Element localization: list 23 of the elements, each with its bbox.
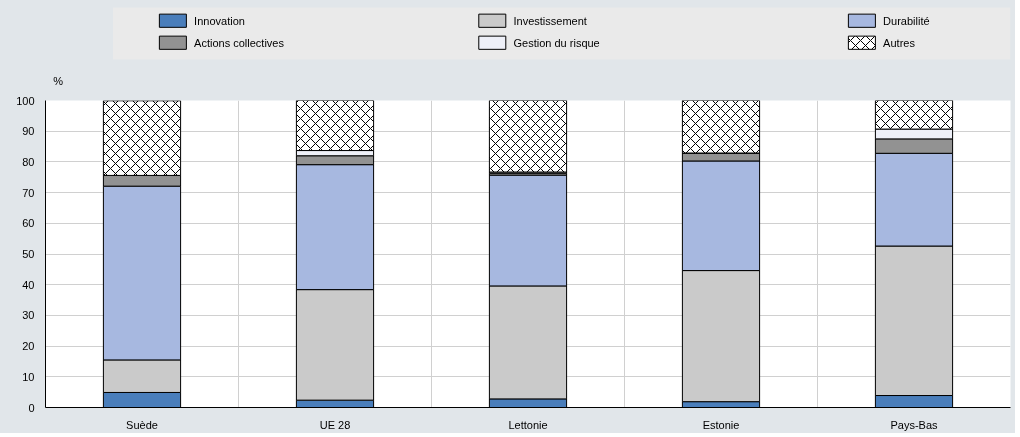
x-tick-label: Estonie xyxy=(702,418,740,431)
y-tick-label: 10 xyxy=(22,370,35,383)
y-tick-label: 60 xyxy=(22,217,35,230)
x-tick-label: Pays-Bas xyxy=(890,418,939,431)
y-axis-title: % xyxy=(53,74,64,87)
y-tick-label: 20 xyxy=(22,340,35,353)
legend-label: Autres xyxy=(883,36,916,49)
y-tick-label: 50 xyxy=(22,248,35,260)
y-tick-label: 30 xyxy=(22,309,35,322)
legend-label: Actions collectives xyxy=(194,36,285,49)
legend-label: Gestion du risque xyxy=(513,36,600,49)
legend-label: Investissement xyxy=(513,14,587,27)
y-tick-label: 100 xyxy=(16,94,35,107)
y-tick-label: 0 xyxy=(28,401,35,414)
x-tick-label: Suède xyxy=(126,418,158,431)
x-tick-label: UE 28 xyxy=(319,418,351,431)
legend-label: Innovation xyxy=(194,14,245,27)
y-tick-label: 80 xyxy=(22,155,35,168)
y-tick-label: 40 xyxy=(22,278,35,291)
y-tick-label: 70 xyxy=(22,186,35,199)
x-tick-label: Lettonie xyxy=(508,418,548,431)
legend-label: Durabilité xyxy=(883,14,930,27)
y-tick-label: 90 xyxy=(22,125,35,138)
